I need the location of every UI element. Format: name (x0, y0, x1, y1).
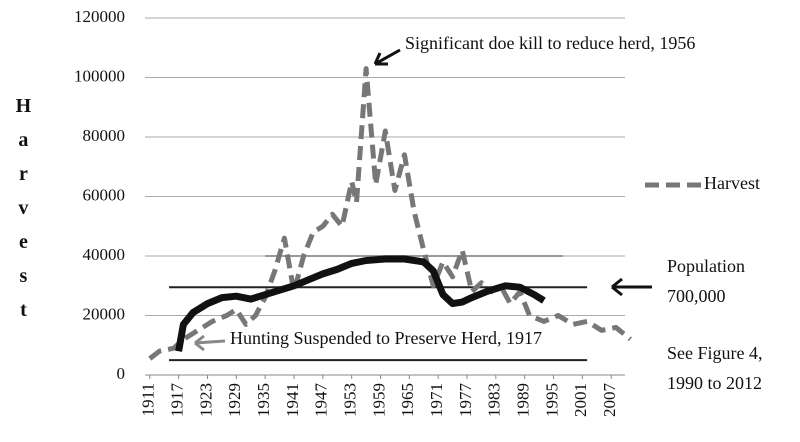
x-tick-label: 2001 (571, 383, 590, 417)
x-tick-label: 1965 (398, 383, 417, 417)
x-tick-label: 1971 (427, 383, 446, 417)
annotation: Population (667, 256, 745, 276)
series-line (175, 255, 546, 352)
y-tick-label: 60000 (83, 185, 126, 204)
arrow (611, 277, 652, 297)
x-tick-label: 1935 (254, 383, 273, 417)
x-tick-label: 1959 (369, 383, 388, 417)
x-tick-label: 1911 (139, 383, 158, 416)
legend-label: Harvest (704, 173, 760, 193)
annotation: 1990 to 2012 (667, 373, 762, 393)
annotation: See Figure 4, (667, 343, 762, 363)
y-tick-label: 80000 (83, 126, 126, 145)
series-line (148, 66, 632, 361)
x-tick-label: 1995 (542, 383, 561, 417)
annotation: Hunting Suspended to Preserve Herd, 1917 (230, 328, 542, 348)
x-tick-label: 1929 (225, 383, 244, 417)
x-tick-label: 1983 (485, 383, 504, 417)
x-tick-label: 2007 (600, 383, 619, 418)
y-tick-label: 40000 (83, 245, 126, 264)
arrow (373, 48, 401, 66)
x-tick-label: 1923 (196, 383, 215, 417)
x-tick-label: 1941 (283, 383, 302, 417)
y-tick-label: 120000 (74, 7, 125, 26)
y-tick-label: 0 (117, 364, 126, 383)
annotation: Significant doe kill to reduce herd, 195… (405, 33, 695, 53)
arrow (194, 334, 226, 352)
y-tick-label: 100000 (74, 66, 125, 85)
annotation: 700,000 (667, 286, 726, 306)
x-tick-label: 1953 (341, 383, 360, 417)
x-tick-label: 1917 (168, 383, 187, 418)
x-tick-label: 1977 (456, 383, 475, 418)
x-tick-label: 1947 (312, 383, 331, 418)
y-tick-label: 20000 (83, 304, 126, 323)
y-axis-label: Harvest (12, 95, 34, 333)
x-tick-label: 1989 (514, 383, 533, 417)
